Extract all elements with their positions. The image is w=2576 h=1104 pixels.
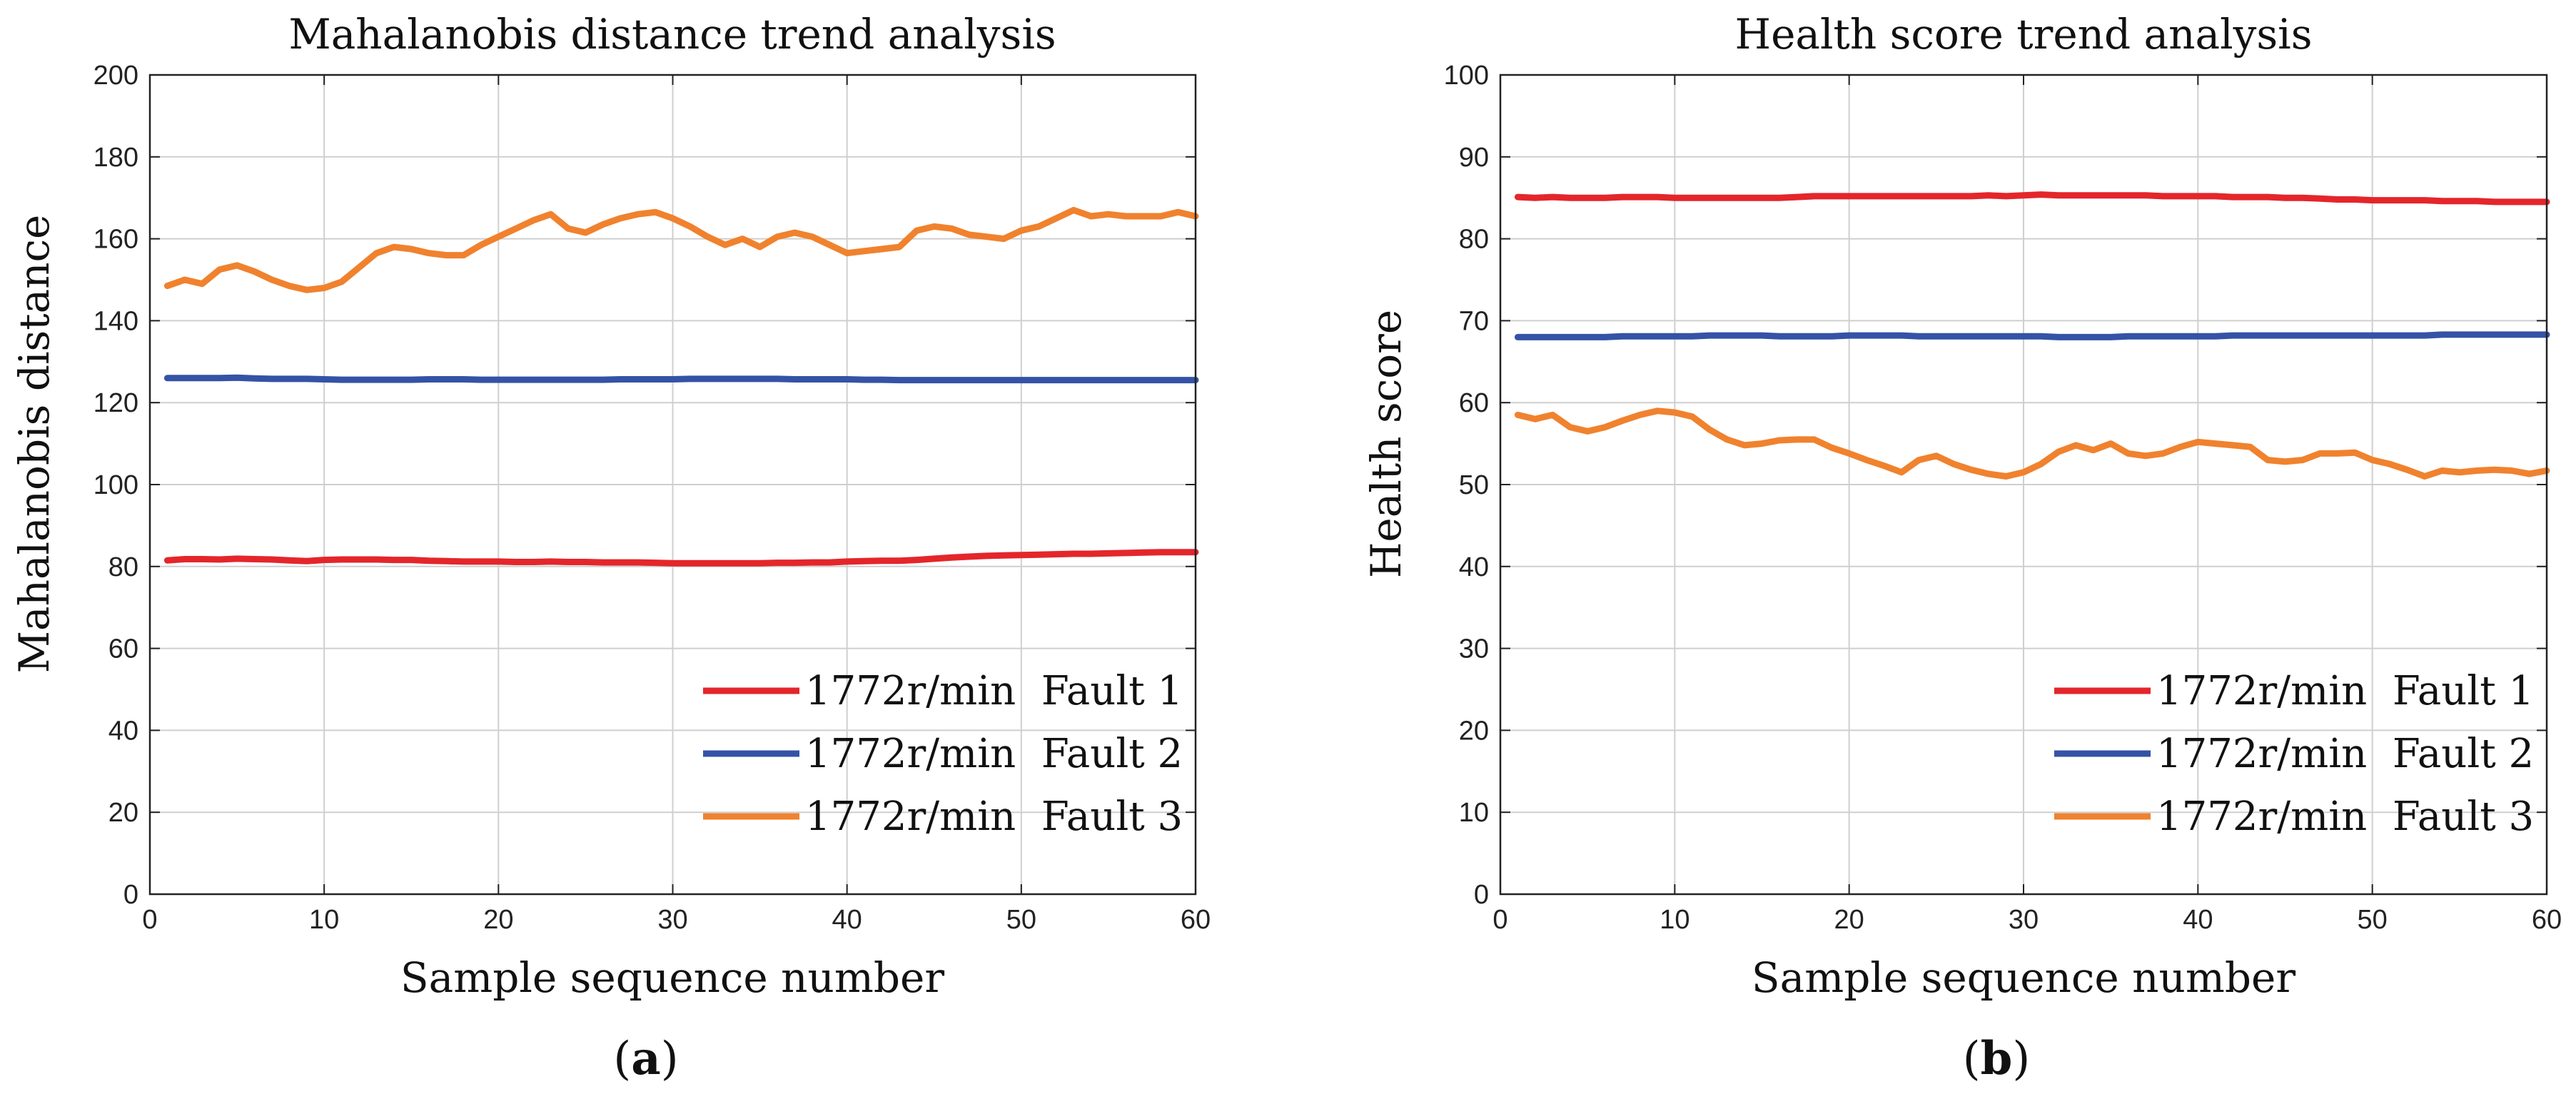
panel-letter: b [1981, 1032, 2013, 1085]
y-axis-label: Health score [1362, 310, 1410, 578]
y-tick-label: 90 [1459, 143, 1489, 173]
series-line-fault-2 [163, 374, 1199, 384]
legend: 1772r/min Fault 1 1772r/min Fault 2 1772r/… [703, 668, 1183, 840]
legend-label-fault-1: 1772r/min Fault 1 [805, 668, 1183, 714]
legend-label-fault-3: 1772r/min Fault 3 [805, 794, 1183, 840]
legend-label-fault-2: 1772r/min Fault 2 [2156, 731, 2534, 777]
y-tick-label: 20 [1459, 716, 1489, 746]
x-tick-label: 60 [1181, 905, 1211, 935]
y-tick-label: 10 [1459, 798, 1489, 828]
series-line-fault-1 [163, 549, 1199, 567]
panel-label-b: (b) [1963, 1032, 2031, 1085]
series-line-fault-3 [163, 206, 1199, 293]
y-tick-label: 160 [94, 225, 138, 255]
chart-title: Mahalanobis distance trend analysis [288, 10, 1056, 59]
y-tick-label: 40 [108, 716, 138, 746]
x-tick-label: 40 [832, 905, 862, 935]
panel-open: ( [1963, 1033, 1981, 1085]
y-tick-label: 180 [94, 143, 138, 173]
plot-frame [1499, 74, 2548, 896]
legend: 1772r/min Fault 1 1772r/min Fault 2 1772r/… [2054, 668, 2534, 840]
x-tick-label: 60 [2532, 905, 2562, 935]
y-tick-label: 120 [94, 388, 138, 418]
chart-mahalanobis: Mahalanobis distance trend analysis Samp… [10, 10, 1211, 1002]
y-tick-label: 0 [1474, 880, 1489, 910]
y-tick-label: 30 [1459, 634, 1489, 664]
x-axis-label: Sample sequence number [1752, 953, 2295, 1002]
x-tick-label: 30 [2009, 905, 2039, 935]
x-tick-label: 20 [1834, 905, 1864, 935]
y-tick-label: 100 [1444, 61, 1489, 91]
panel-close: ) [661, 1033, 679, 1085]
series-line-fault-3 [1514, 407, 2550, 480]
series-line-fault-1 [1514, 191, 2550, 206]
y-tick-label: 80 [1459, 225, 1489, 255]
y-tick-label: 80 [108, 552, 138, 582]
plot-frame [148, 74, 1197, 896]
x-tick-label: 50 [2358, 905, 2388, 935]
legend-label-fault-3: 1772r/min Fault 3 [2156, 794, 2534, 840]
y-tick-label: 20 [108, 798, 138, 828]
y-tick-label: 200 [94, 61, 138, 91]
y-tick-label: 0 [123, 880, 138, 910]
x-tick-label: 30 [657, 905, 687, 935]
legend-label-fault-2: 1772r/min Fault 2 [805, 731, 1183, 777]
panel-label-a: (a) [613, 1032, 678, 1085]
x-tick-label: 0 [142, 905, 157, 935]
x-tick-label: 0 [1492, 905, 1507, 935]
x-tick-label: 20 [483, 905, 513, 935]
y-tick-label: 50 [1459, 470, 1489, 500]
x-tick-label: 40 [2183, 905, 2213, 935]
y-tick-label: 60 [1459, 388, 1489, 418]
panel-close: ) [2012, 1033, 2030, 1085]
x-tick-label: 10 [1660, 905, 1689, 935]
y-axis-label: Mahalanobis distance [10, 215, 59, 674]
y-tick-label: 100 [94, 470, 138, 500]
x-axis-label: Sample sequence number [400, 953, 944, 1002]
chart-title: Health score trend analysis [1735, 10, 2313, 59]
panel-letter: a [631, 1032, 660, 1085]
chart-health-score: Health score trend analysis Sample seque… [1362, 10, 2562, 1002]
x-tick-label: 50 [1006, 905, 1036, 935]
series-line-fault-2 [1514, 331, 2550, 340]
y-tick-label: 140 [94, 306, 138, 336]
x-tick-label: 10 [309, 905, 339, 935]
panel-open: ( [613, 1033, 631, 1085]
y-tick-label: 40 [1459, 552, 1489, 582]
y-tick-label: 60 [108, 634, 138, 664]
y-tick-label: 70 [1459, 306, 1489, 336]
legend-label-fault-1: 1772r/min Fault 1 [2156, 668, 2534, 714]
